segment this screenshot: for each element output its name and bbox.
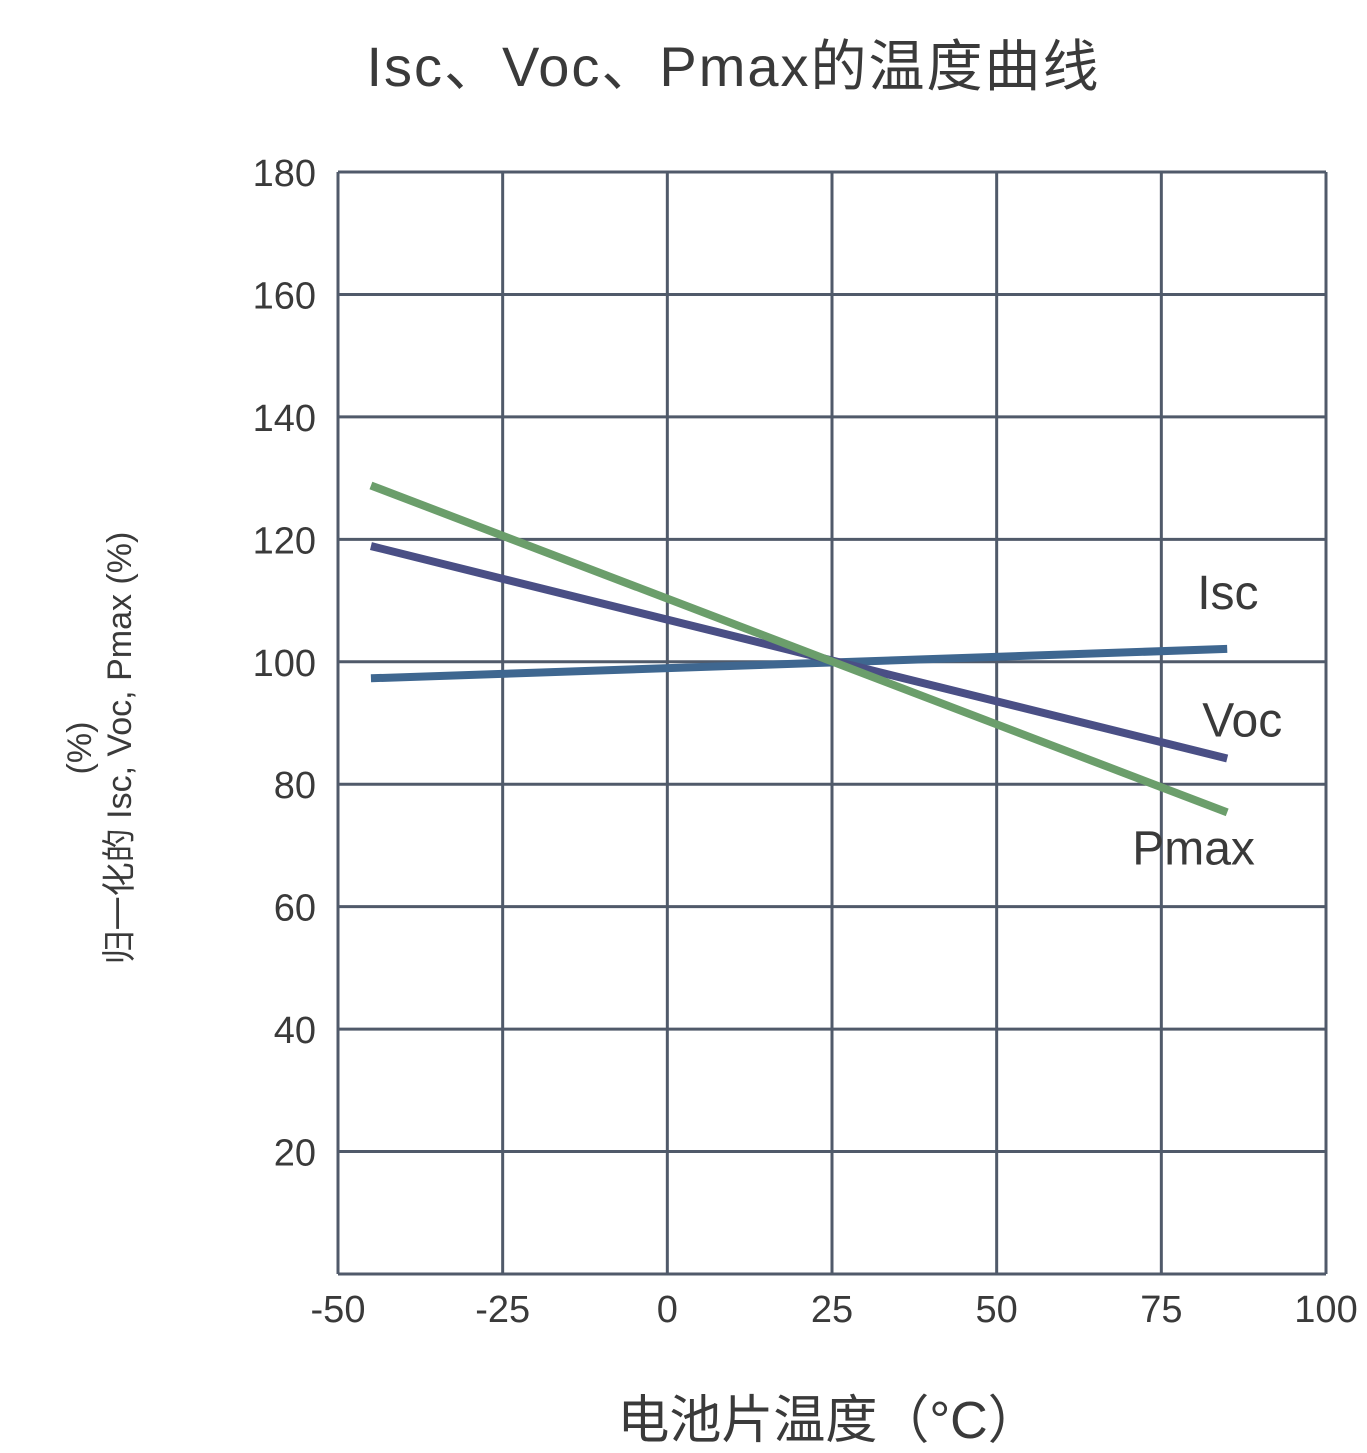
y-tick-label: 80	[274, 765, 316, 807]
y-tick-label: 140	[253, 398, 316, 440]
x-tick-label: 75	[1140, 1289, 1182, 1331]
x-tick-label: 0	[657, 1289, 678, 1331]
x-axis-label: 电池片温度（°C）	[617, 1392, 1040, 1450]
series-line-isc	[370, 644, 1228, 683]
y-tick-label: 120	[253, 520, 316, 562]
y-tick-label: 160	[253, 275, 316, 317]
x-tick-label: -50	[311, 1289, 366, 1331]
series-label-voc: Voc	[1202, 695, 1282, 748]
series-label-pmax: Pmax	[1132, 822, 1255, 875]
y-tick-label: 100	[253, 643, 316, 685]
chart-title: Isc、Voc、Pmax的温度曲线	[366, 35, 1101, 98]
series-label-isc: Isc	[1197, 567, 1258, 620]
x-tick-label: 100	[1294, 1289, 1357, 1331]
x-tick-label: 25	[811, 1289, 853, 1331]
y-tick-label: 60	[274, 888, 316, 930]
y-tick-label: 40	[274, 1010, 316, 1052]
series-line-pmax	[369, 481, 1229, 817]
x-tick-label: -25	[475, 1289, 530, 1331]
y-tick-label: 20	[274, 1133, 316, 1175]
x-tick-label: 50	[976, 1289, 1018, 1331]
y-tick-label: 180	[253, 153, 316, 195]
